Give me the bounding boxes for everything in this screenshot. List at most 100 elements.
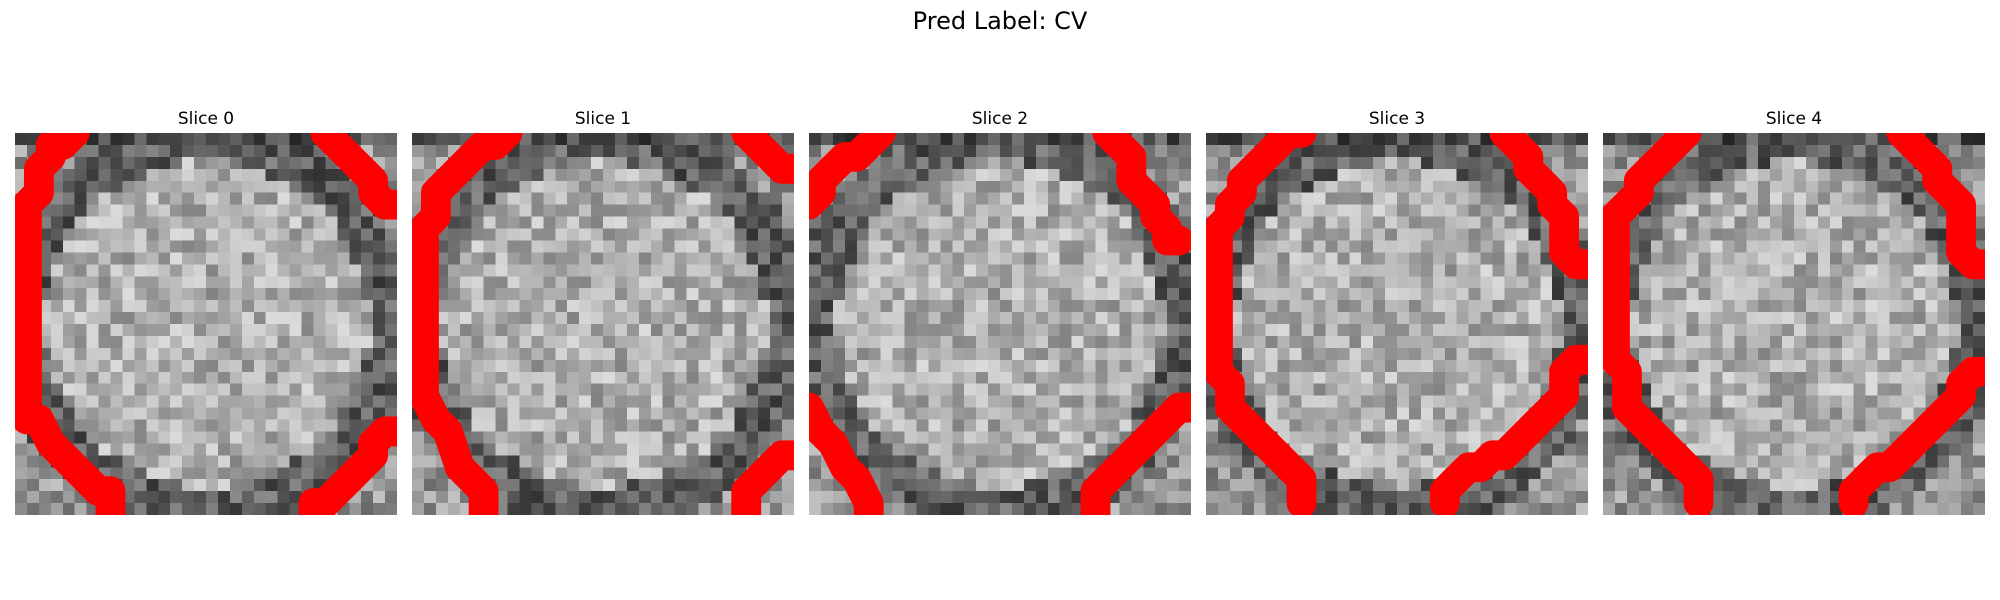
pixel — [579, 252, 592, 265]
pixel — [507, 335, 520, 349]
pixel — [543, 180, 556, 193]
pixel — [710, 133, 723, 146]
pixel — [507, 419, 520, 432]
pixel — [1107, 503, 1120, 515]
pixel — [1865, 395, 1878, 408]
pixel — [507, 216, 520, 229]
pixel — [134, 180, 147, 193]
pixel — [349, 252, 362, 265]
pixel — [952, 359, 965, 372]
pixel — [1650, 359, 1663, 372]
pixel — [626, 455, 640, 468]
pixel — [1432, 264, 1445, 277]
pixel — [229, 443, 243, 456]
pixel — [722, 347, 735, 361]
pixel — [361, 300, 374, 313]
pixel — [1829, 228, 1842, 241]
pixel — [1468, 347, 1481, 361]
pixel — [1179, 288, 1191, 301]
pixel — [277, 288, 290, 301]
pixel — [337, 443, 350, 456]
pixel — [1337, 371, 1350, 384]
pixel — [146, 204, 159, 217]
pixel — [698, 180, 711, 193]
pixel — [674, 144, 687, 158]
pixel — [770, 228, 783, 241]
pixel — [182, 324, 195, 337]
pixel — [770, 312, 783, 325]
pixel — [1373, 228, 1386, 241]
pixel — [1650, 395, 1663, 408]
pixel — [519, 312, 532, 325]
pixel — [98, 324, 111, 337]
pixel — [782, 431, 794, 444]
pixel — [1373, 156, 1386, 170]
pixel — [74, 252, 87, 265]
pixel — [1131, 407, 1144, 420]
pixel — [1961, 276, 1974, 289]
pixel — [1059, 467, 1072, 480]
pixel — [1277, 312, 1290, 325]
pixel — [1961, 443, 1974, 456]
pixel — [1638, 324, 1651, 337]
pixel — [301, 204, 314, 217]
pixel — [122, 347, 135, 361]
pixel — [1650, 335, 1663, 349]
pixel — [412, 491, 425, 504]
pixel — [1011, 192, 1025, 205]
pixel — [483, 300, 496, 313]
pixel — [952, 312, 965, 325]
pixel — [579, 192, 592, 205]
pixel — [952, 228, 965, 241]
pixel — [98, 228, 111, 241]
pixel — [1167, 467, 1180, 480]
pixel — [844, 419, 857, 432]
pixel — [74, 192, 87, 205]
contour-top-right — [310, 133, 397, 220]
pixel — [856, 288, 869, 301]
pixel — [1143, 503, 1156, 515]
pixel — [868, 192, 881, 205]
pixel — [928, 324, 941, 337]
pixel — [1734, 359, 1747, 372]
pixel — [253, 264, 266, 277]
pixel — [1289, 180, 1302, 193]
pixel — [1889, 216, 1902, 229]
pixel — [507, 359, 520, 372]
pixel — [50, 204, 63, 217]
pixel — [686, 324, 699, 337]
pixel — [1698, 180, 1711, 193]
pixel — [626, 395, 640, 408]
pixel — [483, 252, 496, 265]
pixel — [194, 228, 207, 241]
pixel — [1805, 216, 1819, 229]
pixel — [1337, 359, 1350, 372]
pixel — [1119, 228, 1132, 241]
pixel — [1011, 300, 1025, 313]
pixel — [1722, 359, 1735, 372]
pixel — [1000, 503, 1013, 515]
pixel — [1071, 300, 1084, 313]
pixel — [1552, 431, 1565, 444]
pixel — [38, 228, 52, 241]
pixel — [1686, 180, 1699, 193]
pixel — [1564, 324, 1577, 337]
pixel — [591, 407, 604, 420]
pixel — [337, 431, 350, 444]
pixel — [1059, 216, 1072, 229]
pixel — [1686, 288, 1699, 301]
pixel — [1937, 347, 1950, 361]
pixel — [591, 347, 604, 361]
pixel — [1408, 252, 1422, 265]
pixel — [880, 324, 893, 337]
pixel — [1011, 324, 1025, 337]
pixel — [1480, 276, 1493, 289]
pixel — [1289, 168, 1302, 181]
pixel — [820, 312, 834, 325]
pixel — [1468, 503, 1481, 515]
pixel — [1540, 503, 1553, 515]
pixel — [1179, 156, 1191, 170]
pixel — [62, 240, 75, 253]
pixel — [868, 240, 881, 253]
pixel — [722, 383, 735, 396]
